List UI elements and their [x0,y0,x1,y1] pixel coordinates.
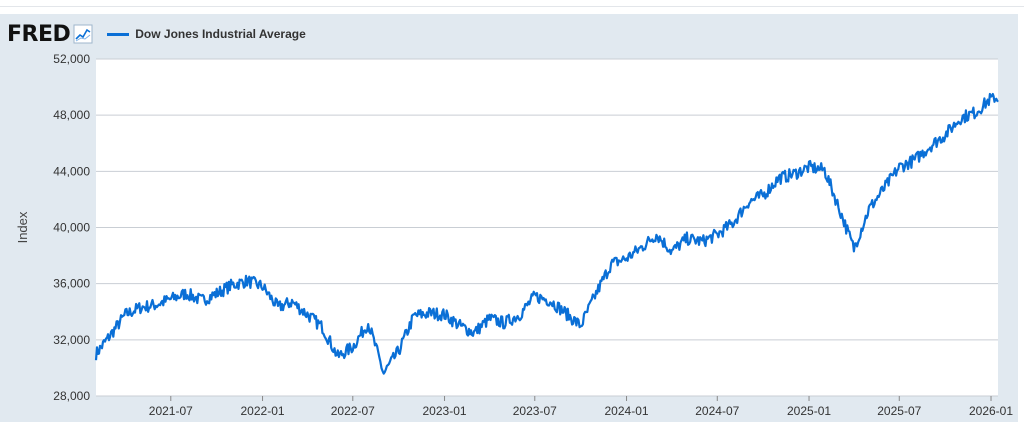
y-tick-label: 44,000 [53,164,90,178]
y-tick-label: 52,000 [53,52,90,66]
fred-logo[interactable]: FRED [7,21,71,47]
y-tick-label: 32,000 [53,333,90,347]
x-tick-label: 2025-07 [877,404,921,418]
x-tick-label: 2024-07 [695,404,739,418]
y-tick-label: 36,000 [53,277,90,291]
x-tick-label: 2024-01 [605,404,649,418]
y-tick-label: 28,000 [53,389,90,403]
y-tick-label: 40,000 [53,221,90,235]
x-tick-label: 2022-01 [241,404,285,418]
legend-label: Dow Jones Industrial Average [135,27,306,41]
legend-swatch [107,32,130,36]
x-axis-ticks: 2021-07 2022-01 2022-07 2023-01 2023-07 2024-… [149,396,1013,418]
y-axis-ticks: 28,000 32,000 36,000 40,000 44,000 48,000 52,0… [53,52,90,403]
x-tick-label: 2023-07 [513,404,557,418]
y-tick-label: 48,000 [53,108,90,122]
x-tick-label: 2021-07 [149,404,193,418]
x-tick-label: 2026-01 [969,404,1013,418]
legend[interactable]: Dow Jones Industrial Average [107,27,306,41]
chart-header: FRED Dow Jones Industrial Average [7,20,306,48]
series-line-dow-jones[interactable] [94,92,999,375]
x-tick-label: 2025-01 [787,404,831,418]
y-axis-label: Index [15,211,30,243]
x-tick-label: 2023-01 [423,404,467,418]
top-divider [0,6,1024,7]
x-tick-label: 2022-07 [331,404,375,418]
fred-chart-icon [73,24,93,44]
